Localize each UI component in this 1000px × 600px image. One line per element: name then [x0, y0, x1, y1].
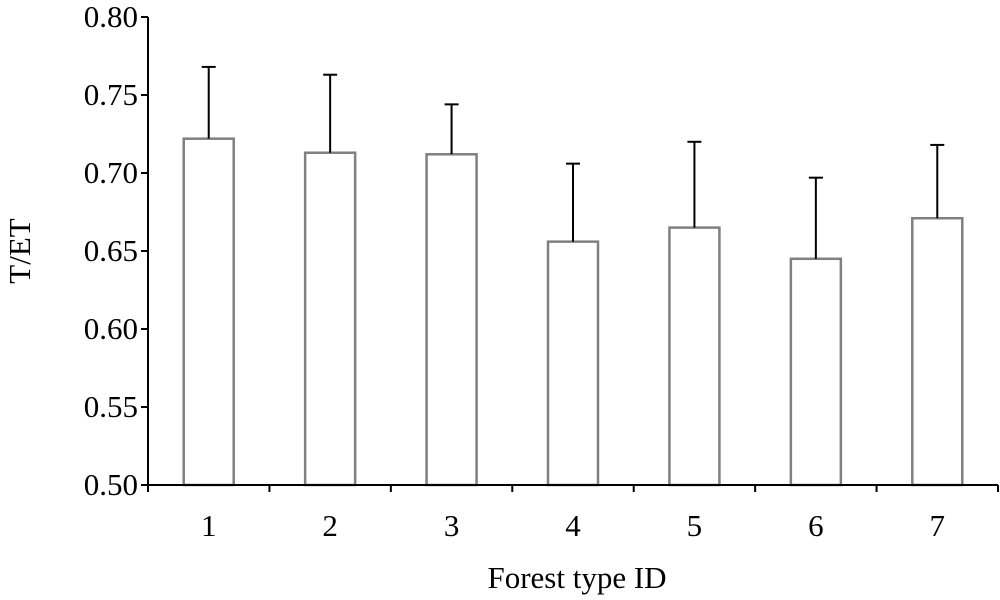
x-axis-label: Forest type ID — [487, 560, 666, 595]
bar-6 — [789, 257, 843, 487]
x-tick-label: 2 — [322, 508, 338, 543]
y-ticks-group: 0.50 0.55 0.60 0.65 0.70 0.75 0.80 — [84, 0, 148, 502]
x-tick-label: 7 — [930, 508, 946, 543]
y-tick-label: 0.80 — [84, 0, 138, 34]
x-tick-label: 6 — [808, 508, 824, 543]
x-ticks-group: 1 2 3 4 5 6 7 — [147, 485, 999, 543]
y-tick-label: 0.50 — [84, 467, 138, 502]
x-tick-label: 3 — [444, 508, 460, 543]
y-tick-label: 0.65 — [84, 233, 138, 268]
y-axis-label: T/ET — [2, 218, 37, 283]
bar-2 — [303, 151, 357, 487]
x-tick-label: 1 — [201, 508, 217, 543]
bar-3 — [425, 153, 478, 487]
bar-4 — [546, 240, 600, 487]
bar-5 — [668, 226, 721, 487]
bar-1 — [182, 137, 235, 487]
y-tick-label: 0.60 — [84, 311, 138, 346]
y-tick-label: 0.70 — [84, 155, 138, 190]
error-bars-group — [201, 65, 945, 259]
y-tick-label: 0.55 — [84, 389, 138, 424]
y-tick-label: 0.75 — [84, 77, 138, 112]
x-tick-label: 5 — [687, 508, 703, 543]
bar-7 — [911, 216, 964, 487]
x-tick-label: 4 — [565, 508, 581, 543]
